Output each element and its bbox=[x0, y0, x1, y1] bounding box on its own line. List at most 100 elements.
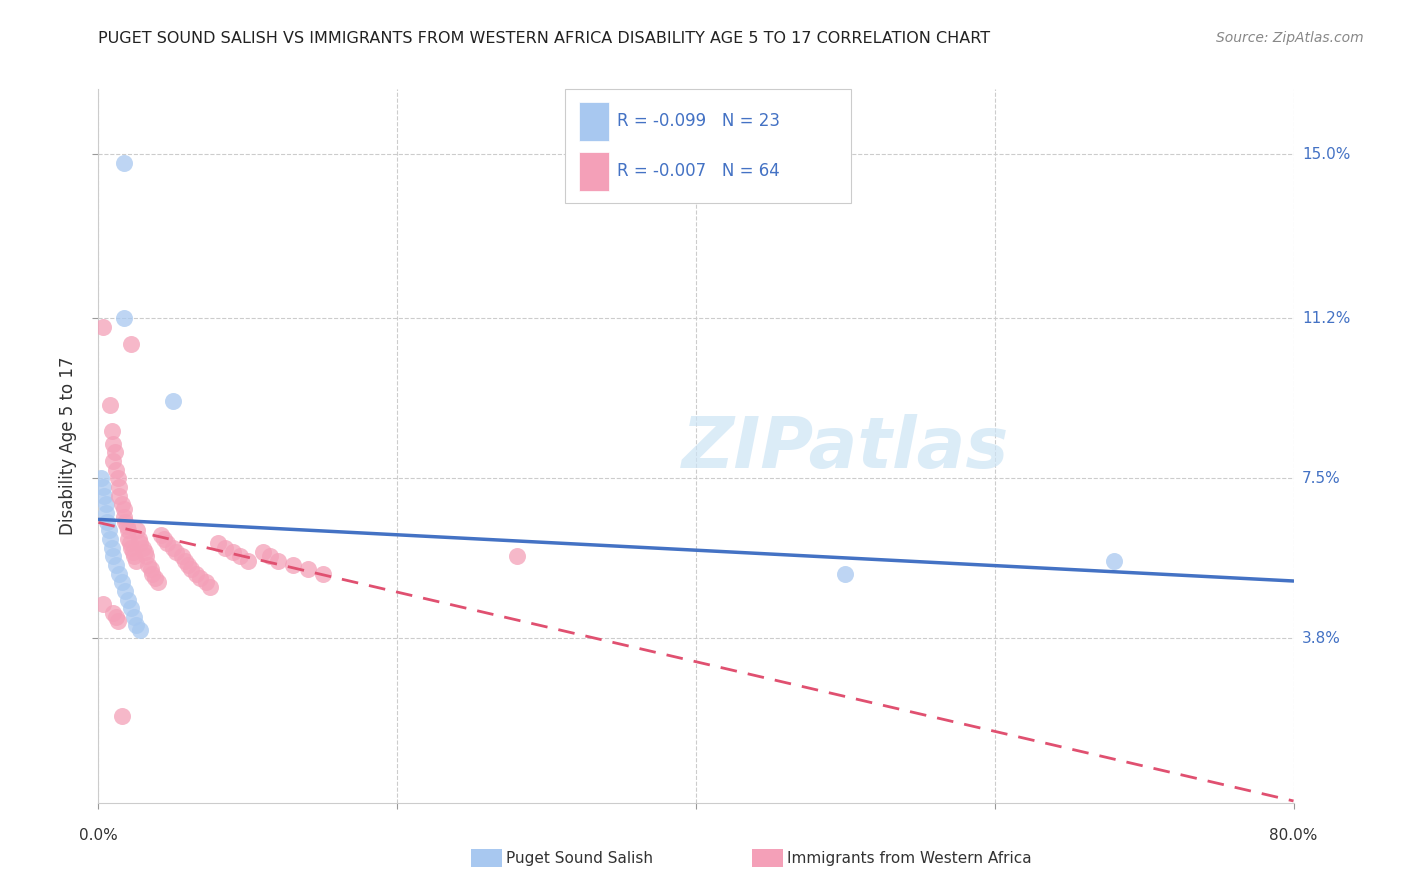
Point bbox=[252, 545, 274, 559]
Point bbox=[128, 532, 150, 546]
Text: Source: ZipAtlas.com: Source: ZipAtlas.com bbox=[1216, 31, 1364, 45]
Point bbox=[91, 597, 114, 611]
FancyBboxPatch shape bbox=[565, 89, 851, 203]
Point bbox=[114, 583, 136, 598]
Point bbox=[177, 558, 200, 572]
Point bbox=[101, 541, 124, 555]
Point bbox=[114, 515, 136, 529]
Point bbox=[236, 553, 259, 567]
Point bbox=[107, 471, 129, 485]
Point bbox=[259, 549, 281, 564]
Point bbox=[134, 545, 156, 559]
Text: R = -0.007   N = 64: R = -0.007 N = 64 bbox=[617, 162, 780, 180]
Point bbox=[311, 566, 333, 581]
Point bbox=[129, 536, 152, 550]
Point bbox=[194, 575, 218, 590]
Text: ZIPatlas: ZIPatlas bbox=[682, 414, 1010, 483]
Point bbox=[118, 536, 141, 550]
Point bbox=[117, 592, 139, 607]
Point bbox=[188, 571, 211, 585]
Point bbox=[129, 623, 152, 637]
Point bbox=[108, 489, 131, 503]
Text: 7.5%: 7.5% bbox=[1302, 471, 1340, 486]
Point bbox=[93, 489, 115, 503]
Point bbox=[94, 506, 117, 520]
Point bbox=[97, 524, 120, 538]
Point bbox=[103, 454, 125, 468]
Point bbox=[103, 549, 125, 564]
Point bbox=[90, 471, 112, 485]
Point bbox=[297, 562, 319, 576]
Point bbox=[150, 527, 173, 541]
Point bbox=[124, 610, 146, 624]
Point bbox=[136, 558, 159, 572]
Text: Puget Sound Salish: Puget Sound Salish bbox=[506, 851, 654, 865]
Point bbox=[111, 709, 134, 723]
Point bbox=[121, 545, 143, 559]
Text: 11.2%: 11.2% bbox=[1302, 311, 1350, 326]
Point bbox=[172, 549, 194, 564]
Point bbox=[162, 393, 184, 408]
Point bbox=[143, 571, 166, 585]
Point bbox=[115, 519, 138, 533]
Point bbox=[105, 558, 128, 572]
Point bbox=[222, 545, 245, 559]
Point bbox=[834, 566, 856, 581]
Point bbox=[108, 566, 131, 581]
Point bbox=[112, 155, 135, 169]
FancyBboxPatch shape bbox=[579, 152, 609, 191]
Text: 3.8%: 3.8% bbox=[1302, 631, 1341, 646]
Point bbox=[112, 501, 135, 516]
Point bbox=[125, 553, 148, 567]
Point bbox=[117, 532, 139, 546]
Point bbox=[1104, 553, 1126, 567]
Text: Immigrants from Western Africa: Immigrants from Western Africa bbox=[787, 851, 1032, 865]
Point bbox=[120, 337, 142, 351]
Point bbox=[98, 532, 122, 546]
Point bbox=[165, 545, 187, 559]
Point bbox=[111, 497, 134, 511]
FancyBboxPatch shape bbox=[579, 102, 609, 141]
Point bbox=[104, 445, 127, 459]
Point bbox=[135, 549, 157, 564]
Point bbox=[112, 311, 135, 326]
Point bbox=[162, 541, 184, 555]
Point bbox=[184, 566, 207, 581]
Point bbox=[229, 549, 252, 564]
Point bbox=[101, 424, 124, 438]
Point bbox=[281, 558, 304, 572]
Y-axis label: Disability Age 5 to 17: Disability Age 5 to 17 bbox=[59, 357, 77, 535]
Point bbox=[96, 515, 118, 529]
Text: 15.0%: 15.0% bbox=[1302, 146, 1350, 161]
Point bbox=[200, 580, 222, 594]
Point bbox=[107, 614, 129, 628]
Text: R = -0.099   N = 23: R = -0.099 N = 23 bbox=[617, 112, 780, 130]
Point bbox=[120, 601, 142, 615]
Text: 0.0%: 0.0% bbox=[79, 828, 118, 843]
Point bbox=[103, 606, 125, 620]
Point bbox=[156, 536, 179, 550]
Point bbox=[127, 524, 149, 538]
Text: 80.0%: 80.0% bbox=[1270, 828, 1317, 843]
Point bbox=[506, 549, 529, 564]
Point bbox=[94, 497, 117, 511]
Point bbox=[120, 541, 142, 555]
Point bbox=[103, 437, 125, 451]
Point bbox=[98, 398, 122, 412]
Point bbox=[117, 524, 139, 538]
Point bbox=[111, 575, 134, 590]
Point bbox=[105, 610, 128, 624]
Point bbox=[153, 532, 176, 546]
Point bbox=[91, 320, 114, 334]
Point bbox=[91, 480, 114, 494]
Point bbox=[267, 553, 290, 567]
Point bbox=[132, 541, 155, 555]
Point bbox=[125, 618, 148, 632]
Point bbox=[112, 510, 135, 524]
Text: PUGET SOUND SALISH VS IMMIGRANTS FROM WESTERN AFRICA DISABILITY AGE 5 TO 17 CORR: PUGET SOUND SALISH VS IMMIGRANTS FROM WE… bbox=[98, 31, 991, 46]
Point bbox=[105, 463, 128, 477]
Point bbox=[148, 575, 170, 590]
Point bbox=[124, 549, 146, 564]
Point bbox=[207, 536, 229, 550]
Point bbox=[139, 562, 162, 576]
